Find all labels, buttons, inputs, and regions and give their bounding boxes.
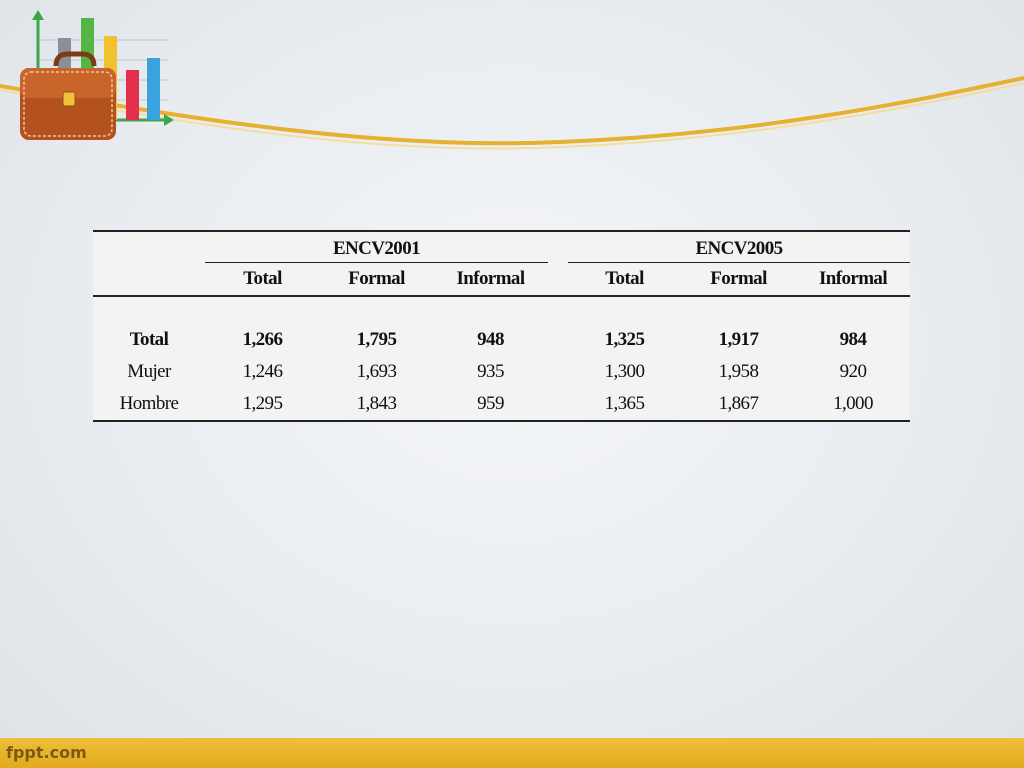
table-cell: 984 [839, 329, 867, 350]
group-gap [548, 230, 568, 263]
column-header: Total [568, 262, 681, 297]
table-cell: 1,917 [718, 329, 759, 350]
row-label: Total [129, 329, 169, 350]
group-header-encv2001: ENCV2001 [205, 230, 548, 263]
briefcase-icon [20, 51, 116, 140]
row-label: Mujer [127, 360, 171, 382]
table-cell: 935 [477, 360, 504, 382]
table-cell: 1,325 [604, 329, 645, 350]
corner-cell [93, 262, 205, 297]
briefcase-chart-clipart [20, 10, 174, 140]
table-cell: 1,693 [356, 360, 397, 382]
table-row: Mujer 1,246 1,693 935 1,300 1,958 920 [93, 355, 910, 388]
table-cell: 920 [839, 360, 867, 382]
column-header: Total [205, 262, 320, 297]
gold-swoosh [0, 76, 1024, 150]
footer-bar [0, 738, 1024, 768]
table-cell: 1,958 [718, 360, 759, 382]
column-header: Formal [320, 262, 433, 297]
column-header: Informal [433, 262, 548, 297]
table-cell: 959 [433, 388, 548, 422]
group-gap [548, 262, 568, 297]
column-header: Informal [796, 262, 910, 297]
spacer-row [93, 296, 910, 325]
table-cell: 1,246 [242, 360, 283, 382]
row-label: Hombre [93, 388, 205, 422]
table-row: Total 1,266 1,795 948 1,325 1,917 984 [93, 325, 910, 355]
data-table: ENCV2001 ENCV2005 Total Formal Informal … [93, 230, 910, 422]
table-cell: 1,365 [568, 388, 681, 422]
table-cell: 1,843 [320, 388, 433, 422]
footer-brand: fppt.com [6, 743, 87, 762]
column-header: Formal [681, 262, 796, 297]
corner-cell [93, 230, 205, 263]
group-gap [548, 355, 568, 388]
table-cell: 1,300 [604, 360, 645, 382]
table-cell: 948 [477, 329, 504, 350]
table-cell: 1,000 [796, 388, 910, 422]
table-cell: 1,795 [356, 329, 397, 350]
table-cell: 1,266 [242, 329, 283, 350]
group-gap [548, 325, 568, 355]
table-cell: 1,867 [681, 388, 796, 422]
group-gap [548, 388, 568, 422]
table-cell: 1,295 [205, 388, 320, 422]
group-header-encv2005: ENCV2005 [568, 230, 910, 263]
table-row: Hombre 1,295 1,843 959 1,365 1,867 1,000 [93, 388, 910, 422]
